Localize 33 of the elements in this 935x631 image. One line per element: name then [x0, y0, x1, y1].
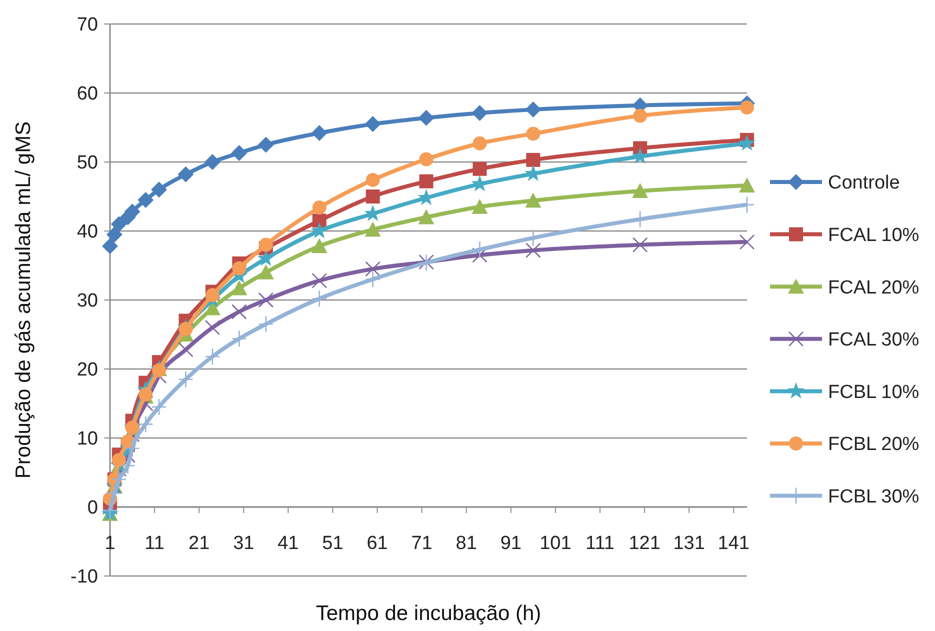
x-tick-label: 141 — [718, 533, 750, 554]
x-tick-label: 11 — [144, 533, 164, 554]
y-tick-label: 0 — [87, 498, 98, 519]
x-tick-label: 61 — [366, 533, 388, 554]
x-tick-label: 81 — [456, 533, 477, 554]
x-tick-label: 41 — [278, 533, 299, 554]
x-tick-label: 1 — [104, 533, 116, 554]
y-tick-label: 40 — [76, 222, 98, 243]
x-tick-label: 111 — [586, 533, 614, 554]
x-tick-label: 101 — [540, 533, 572, 554]
x-tick-label: 31 — [233, 533, 254, 554]
y-tick-label: -10 — [70, 566, 98, 588]
legend-label: FCBL 10% — [828, 382, 920, 403]
x-tick-label: 51 — [322, 533, 344, 554]
legend-label: FCAL 20% — [828, 277, 920, 298]
legend-label: FCAL 10% — [828, 224, 920, 246]
legend-label: FCAL 30% — [828, 330, 920, 351]
x-tick-label: 21 — [188, 533, 210, 554]
legend-label: Controle — [828, 172, 900, 194]
x-tick-label: 91 — [500, 533, 522, 554]
legend-label: FCBL 20% — [828, 434, 920, 456]
y-tick-label: 20 — [76, 360, 98, 381]
x-tick-label: 121 — [628, 533, 660, 554]
y-tick-label: 50 — [76, 152, 98, 174]
x-tick-label: 71 — [411, 533, 432, 554]
y-tick-label: 10 — [76, 428, 98, 450]
y-axis-title: Produção de gás acumulada mL/ gMS — [12, 121, 35, 479]
y-tick-label: 30 — [76, 290, 98, 312]
y-tick-label: 70 — [76, 14, 98, 36]
x-tick-label: 131 — [673, 533, 705, 554]
y-tick-label: 60 — [76, 84, 98, 105]
x-axis-title: Tempo de incubação (h) — [316, 602, 542, 625]
legend-label: FCBL 30% — [828, 486, 920, 508]
